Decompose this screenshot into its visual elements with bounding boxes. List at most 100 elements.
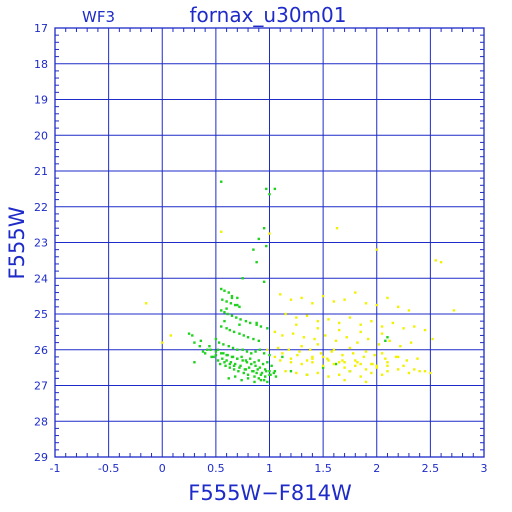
data-point-yellow <box>364 350 368 353</box>
data-point-green <box>225 359 228 362</box>
x-tick-label: 0.5 <box>207 462 225 475</box>
data-point-green <box>244 319 248 323</box>
data-point-green <box>233 375 237 378</box>
data-point-yellow <box>407 371 411 375</box>
data-point-yellow <box>356 341 359 344</box>
chart-title: fornax_u30m01 <box>190 3 347 27</box>
plot-frame <box>54 27 485 458</box>
data-point-green <box>216 359 220 362</box>
data-point-yellow <box>300 296 303 300</box>
data-point-yellow <box>402 364 405 368</box>
data-point-yellow <box>338 361 341 364</box>
data-point-yellow <box>284 370 287 373</box>
data-point-yellow <box>266 348 269 351</box>
data-point-green <box>246 336 250 339</box>
data-point-green <box>246 373 250 376</box>
data-point-green <box>265 370 268 373</box>
data-point-yellow <box>343 366 346 369</box>
data-point-green <box>289 370 293 373</box>
data-point-yellow <box>356 361 359 364</box>
y-tick-label: 23 <box>34 237 48 250</box>
data-point-yellow <box>279 293 282 296</box>
data-point-yellow <box>341 353 344 357</box>
data-point-yellow <box>386 370 389 373</box>
data-point-yellow <box>332 362 336 366</box>
data-point-green <box>242 334 245 337</box>
data-point-yellow <box>384 357 387 360</box>
data-point-green <box>223 289 226 292</box>
data-point-green <box>214 337 218 341</box>
data-point-green <box>257 359 260 362</box>
grid <box>54 27 485 458</box>
data-point-yellow <box>375 303 378 307</box>
data-point-yellow <box>380 352 384 355</box>
data-point-green <box>237 370 240 373</box>
data-point-yellow <box>169 334 173 337</box>
data-point-green <box>226 312 229 316</box>
data-point-yellow <box>354 359 357 362</box>
data-point-green <box>256 368 259 371</box>
data-point-green <box>221 357 224 360</box>
data-point-green <box>265 187 268 191</box>
data-point-green <box>265 244 268 248</box>
data-point-yellow <box>161 341 164 344</box>
data-point-green <box>268 370 271 373</box>
data-point-green <box>187 332 191 335</box>
data-point-yellow <box>330 350 333 353</box>
data-point-yellow <box>296 353 299 357</box>
x-axis-label: F555W−F814W <box>188 481 352 505</box>
data-point-green <box>238 305 241 309</box>
data-point-green <box>222 352 225 355</box>
data-point-yellow <box>289 361 293 364</box>
data-point-green <box>273 370 277 373</box>
data-point-yellow <box>362 355 366 359</box>
data-point-yellow <box>399 344 402 348</box>
data-point-yellow <box>375 364 378 368</box>
data-point-green <box>220 325 223 328</box>
data-point-yellow <box>321 355 325 359</box>
y-tick-label: 21 <box>34 165 48 178</box>
data-point-green <box>209 348 212 351</box>
data-point-green <box>193 361 196 364</box>
data-point-green <box>214 350 218 353</box>
data-point-green <box>241 359 244 362</box>
data-point-green <box>220 309 223 312</box>
data-point-green <box>260 371 264 375</box>
data-point-yellow <box>375 366 378 369</box>
data-point-yellow <box>343 361 346 364</box>
data-point-yellow <box>298 350 301 353</box>
data-point-yellow <box>279 359 282 362</box>
data-point-yellow <box>284 312 287 316</box>
data-point-yellow <box>386 361 389 364</box>
data-point-yellow <box>413 325 416 328</box>
data-point-yellow <box>373 353 376 357</box>
data-point-yellow <box>348 370 352 373</box>
data-point-yellow <box>413 368 416 371</box>
data-point-yellow <box>434 259 437 262</box>
y-tick-label: 27 <box>34 380 48 393</box>
y-axis-label: F555W <box>5 206 29 279</box>
data-point-green <box>252 337 255 341</box>
data-point-yellow <box>321 364 325 368</box>
data-point-green <box>252 248 255 251</box>
data-point-yellow <box>316 343 319 346</box>
data-point-green <box>274 375 278 378</box>
data-point-green <box>242 371 245 375</box>
data-point-green <box>262 227 266 230</box>
data-point-yellow <box>281 334 284 337</box>
data-point-green <box>266 327 269 330</box>
data-point-yellow <box>388 339 391 343</box>
data-point-green <box>198 344 201 348</box>
data-point-yellow <box>311 361 314 364</box>
data-point-yellow <box>371 362 374 366</box>
data-point-green <box>233 303 237 307</box>
data-point-green <box>203 352 207 355</box>
data-point-green <box>208 344 211 348</box>
data-point-green <box>217 341 221 344</box>
data-point-yellow <box>311 355 314 359</box>
data-point-green <box>225 307 228 310</box>
data-point-green <box>248 321 252 325</box>
data-point-green <box>251 370 254 373</box>
data-point-green <box>238 332 241 335</box>
data-point-green <box>223 319 226 323</box>
